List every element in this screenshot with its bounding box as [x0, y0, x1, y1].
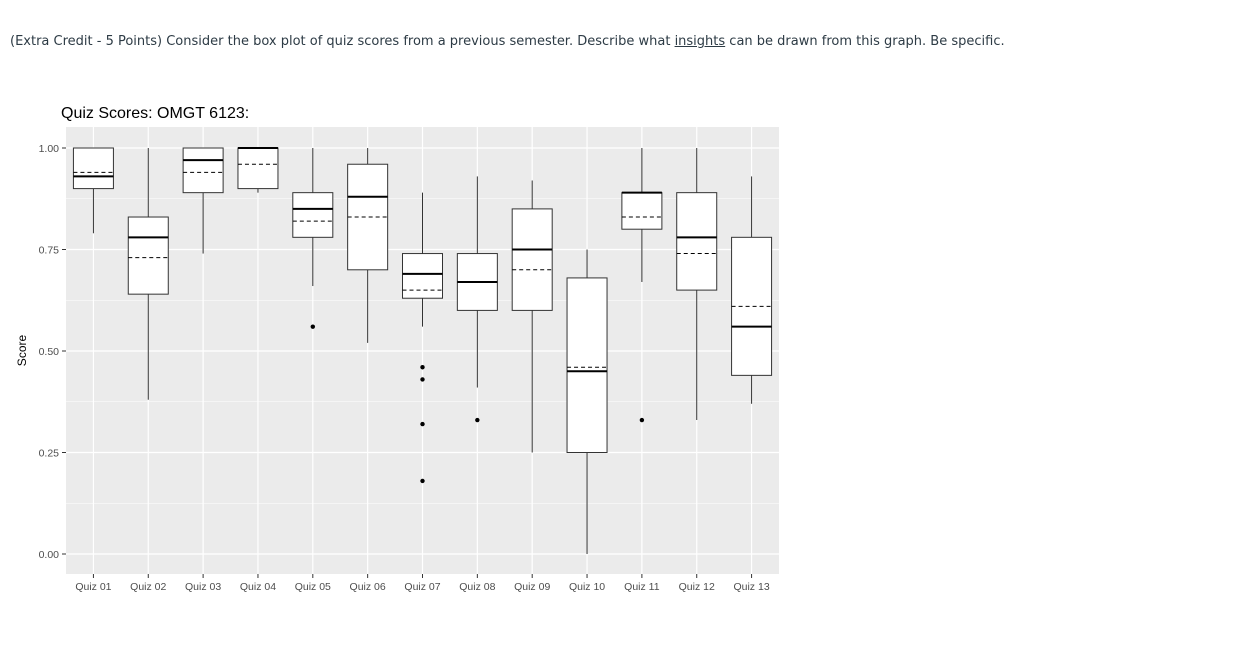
box-quiz-06 — [347, 148, 389, 343]
x-tick-label: Quiz 06 — [350, 581, 386, 593]
box-quiz-03 — [182, 147, 224, 254]
question-suffix: can be drawn from this graph. Be specifi… — [725, 34, 1005, 49]
y-tick-label: 0.25 — [39, 448, 60, 460]
boxes — [72, 147, 773, 554]
y-tick-label: 0.00 — [39, 549, 60, 561]
y-tick-label: 0.50 — [39, 346, 60, 358]
x-tick-label: Quiz 13 — [733, 581, 769, 593]
x-tick-label: Quiz 04 — [240, 581, 276, 593]
y-tick-label: 0.75 — [39, 245, 60, 257]
box-quiz-10 — [566, 249, 608, 554]
iqr-box — [511, 208, 553, 311]
question-text: (Extra Credit - 5 Points) Consider the b… — [10, 34, 1005, 49]
iqr-box — [676, 192, 718, 291]
outlier-point — [475, 417, 480, 423]
x-tick-label: Quiz 10 — [569, 581, 605, 593]
box-quiz-13 — [731, 176, 773, 404]
box-quiz-07 — [402, 192, 443, 484]
outlier-point — [420, 377, 425, 382]
outlier-point — [420, 478, 425, 484]
iqr-box — [127, 216, 169, 295]
y-tick-label: 1.00 — [39, 143, 60, 155]
x-tick-label: Quiz 05 — [295, 581, 331, 593]
outlier-point — [639, 417, 645, 423]
outlier-point — [310, 324, 316, 329]
y-axis-label: Score — [15, 335, 29, 367]
iqr-box — [292, 192, 334, 238]
x-tick-label: Quiz 08 — [459, 581, 495, 593]
box-quiz-04 — [237, 147, 279, 193]
x-tick-label: Quiz 01 — [75, 581, 111, 593]
outlier-point — [420, 365, 425, 370]
x-tick-label: Quiz 02 — [130, 581, 166, 593]
outlier-point — [420, 421, 425, 427]
box-quiz-02 — [127, 148, 169, 400]
x-tick-label: Quiz 09 — [514, 581, 550, 593]
box-quiz-08 — [456, 176, 498, 423]
box-quiz-12 — [676, 148, 718, 421]
x-tick-label: Quiz 03 — [185, 581, 221, 593]
iqr-box — [182, 147, 224, 194]
iqr-box — [731, 236, 773, 376]
iqr-box — [237, 147, 279, 190]
iqr-box — [402, 253, 443, 299]
chart-title: Quiz Scores: OMGT 6123: — [61, 105, 249, 122]
box-quiz-11 — [621, 148, 663, 423]
iqr-box — [566, 277, 608, 454]
x-tick-label: Quiz 11 — [624, 581, 660, 593]
box-quiz-01 — [72, 147, 114, 234]
x-tick-label: Quiz 12 — [679, 581, 715, 593]
iqr-box — [72, 147, 114, 190]
insights-link[interactable]: insights — [674, 34, 726, 49]
box-quiz-05 — [292, 148, 334, 329]
iqr-box — [621, 192, 663, 230]
iqr-box — [347, 163, 389, 271]
box-quiz-09 — [511, 180, 553, 453]
axes: 0.00 0.25 0.50 0.75 1.00 Quiz 01 Quiz 02 Quiz 0… — [39, 143, 770, 593]
x-tick-label: Quiz 07 — [404, 581, 440, 593]
question-prefix: (Extra Credit - 5 Points) Consider the b… — [10, 34, 675, 49]
